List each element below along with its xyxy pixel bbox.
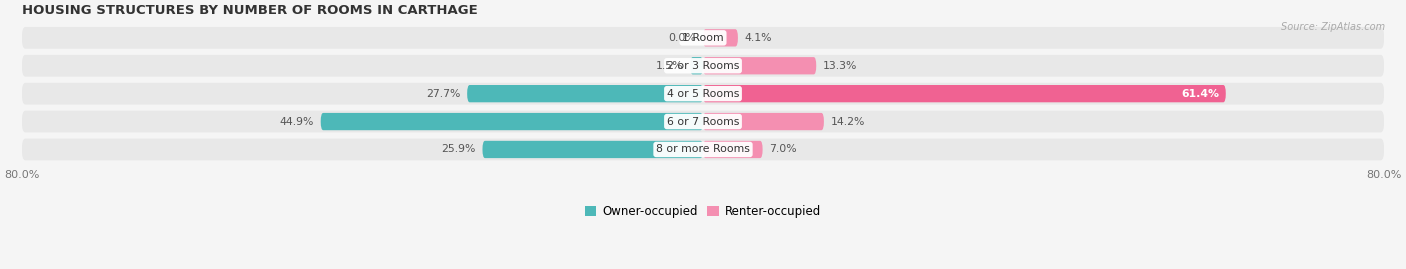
Text: 7.0%: 7.0% <box>769 144 797 154</box>
Text: 61.4%: 61.4% <box>1181 89 1219 99</box>
FancyBboxPatch shape <box>703 57 817 75</box>
FancyBboxPatch shape <box>22 111 1384 132</box>
FancyBboxPatch shape <box>467 85 703 102</box>
Text: 13.3%: 13.3% <box>823 61 858 71</box>
FancyBboxPatch shape <box>703 85 1226 102</box>
Text: 1 Room: 1 Room <box>682 33 724 43</box>
Text: 4 or 5 Rooms: 4 or 5 Rooms <box>666 89 740 99</box>
FancyBboxPatch shape <box>321 113 703 130</box>
Text: 4.1%: 4.1% <box>745 33 772 43</box>
Text: 0.0%: 0.0% <box>668 33 696 43</box>
Text: 27.7%: 27.7% <box>426 89 460 99</box>
Text: HOUSING STRUCTURES BY NUMBER OF ROOMS IN CARTHAGE: HOUSING STRUCTURES BY NUMBER OF ROOMS IN… <box>22 4 478 17</box>
Text: 1.5%: 1.5% <box>657 61 683 71</box>
FancyBboxPatch shape <box>22 139 1384 160</box>
FancyBboxPatch shape <box>703 113 824 130</box>
Text: 25.9%: 25.9% <box>441 144 475 154</box>
FancyBboxPatch shape <box>703 29 738 47</box>
FancyBboxPatch shape <box>22 27 1384 49</box>
Text: 8 or more Rooms: 8 or more Rooms <box>657 144 749 154</box>
FancyBboxPatch shape <box>482 141 703 158</box>
Text: 14.2%: 14.2% <box>831 116 865 126</box>
Text: 6 or 7 Rooms: 6 or 7 Rooms <box>666 116 740 126</box>
Text: 44.9%: 44.9% <box>280 116 314 126</box>
Legend: Owner-occupied, Renter-occupied: Owner-occupied, Renter-occupied <box>579 200 827 223</box>
FancyBboxPatch shape <box>690 57 703 75</box>
FancyBboxPatch shape <box>22 83 1384 105</box>
Text: Source: ZipAtlas.com: Source: ZipAtlas.com <box>1281 22 1385 31</box>
Text: 2 or 3 Rooms: 2 or 3 Rooms <box>666 61 740 71</box>
FancyBboxPatch shape <box>22 55 1384 77</box>
FancyBboxPatch shape <box>703 141 762 158</box>
